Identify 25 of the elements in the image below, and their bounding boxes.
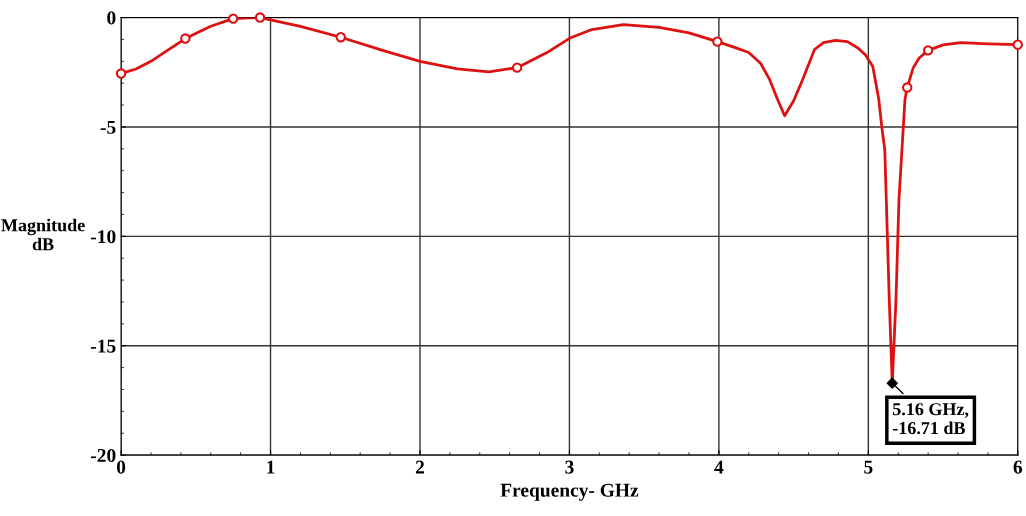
x-tick-label: 2: [415, 460, 424, 474]
point: [115, 68, 127, 79]
y-tick-label: -10: [91, 230, 116, 244]
point: [1012, 39, 1023, 50]
x-tick-label: 0: [116, 460, 126, 474]
y-axis-title: Magnitude dB: [1, 218, 85, 251]
x-tick-label: 3: [565, 460, 574, 474]
point: [227, 13, 239, 24]
y-tick-label: -20: [91, 448, 116, 463]
y-tick-label: -15: [91, 339, 116, 353]
x-axis-title: Frequency- GHz: [500, 483, 639, 501]
annotation: 5.16 GHz, -16.71 dB: [892, 403, 969, 435]
point: [712, 36, 723, 47]
point: [254, 12, 266, 23]
x-tick-label: 6: [1013, 460, 1023, 474]
x-tick-label: 5: [864, 460, 873, 474]
point: [180, 33, 191, 44]
point: [511, 62, 523, 73]
y-tick-label: 0: [107, 11, 116, 25]
point: [335, 32, 346, 43]
point: [901, 82, 913, 93]
point: [922, 45, 934, 56]
x-tick-label: 4: [714, 460, 724, 474]
x-tick-label: 1: [267, 460, 275, 474]
y-tick-label: -5: [100, 120, 116, 134]
